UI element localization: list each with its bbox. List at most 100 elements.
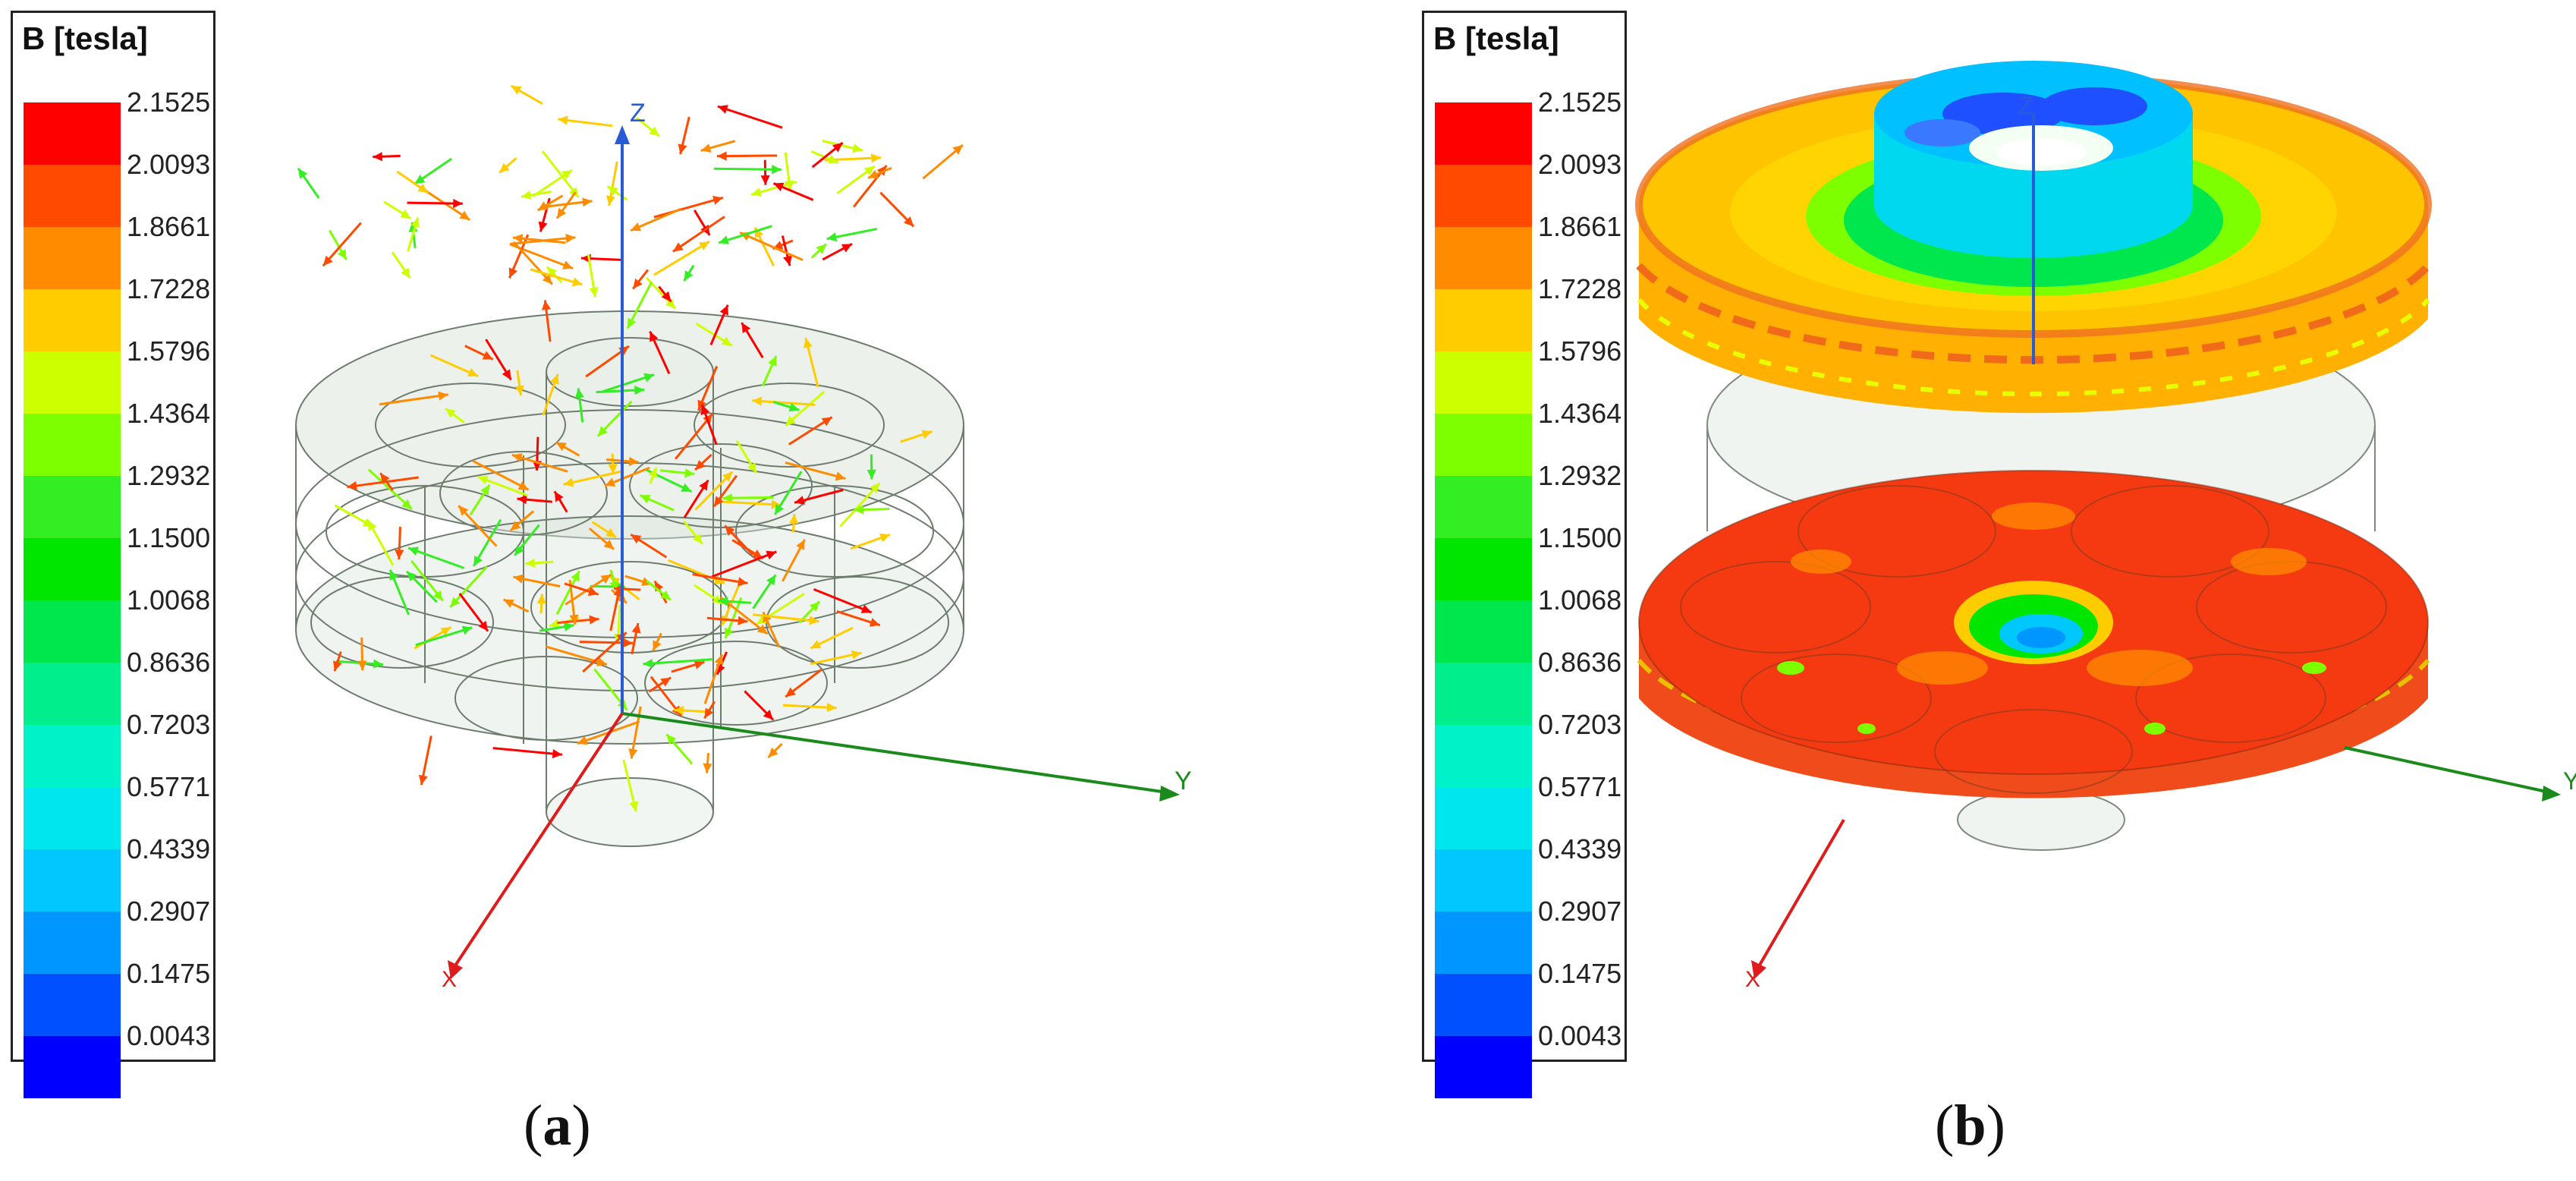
field-vector-head — [661, 291, 672, 302]
field-vector-head — [871, 153, 881, 163]
field-vector — [347, 476, 419, 489]
legend-color-swatch — [24, 1036, 121, 1098]
field-vector-head — [502, 369, 511, 380]
field-vector-head — [373, 659, 383, 669]
field-vector-head — [794, 496, 805, 505]
field-vector-head — [542, 274, 552, 285]
field-vector-head — [879, 533, 891, 543]
legend-tick-label: 1.1500 — [127, 522, 211, 553]
field-vector-head — [773, 182, 785, 192]
legend-tick-label: 2.1525 — [1538, 87, 1622, 118]
legend-tick-label: 1.5796 — [127, 335, 211, 367]
field-vector-head — [860, 604, 872, 613]
field-vector-head — [763, 710, 773, 720]
field-vector-head — [297, 168, 308, 179]
legend-tick-label: 0.5771 — [1538, 771, 1622, 802]
field-vector-head — [678, 143, 687, 155]
field-vector-head — [555, 442, 567, 452]
field-vector-head — [453, 198, 463, 209]
field-vector-head — [768, 355, 777, 367]
field-vector-head — [400, 209, 411, 219]
field-vector-head — [333, 660, 342, 672]
legend-tick-label: 1.8661 — [127, 211, 211, 242]
legend-color-swatch — [1435, 725, 1532, 787]
field-vector-head — [869, 618, 880, 627]
field-vector-head — [851, 650, 862, 660]
legend-color-swatch — [24, 351, 121, 414]
field-vector-head — [631, 222, 642, 231]
field-vector-head — [643, 373, 655, 383]
z-axis-label: Z — [2018, 92, 2033, 119]
field-vector-head — [445, 408, 456, 418]
field-vector-head — [700, 143, 712, 153]
field-vector-head — [827, 154, 838, 164]
field-vector-head — [605, 477, 616, 487]
field-vector-head — [541, 300, 551, 310]
field-vector-head — [756, 624, 768, 635]
legend-tick-label: 0.5771 — [127, 771, 211, 802]
field-vector-head — [921, 430, 933, 439]
field-vector-head — [440, 627, 451, 636]
field-vector-head — [511, 86, 522, 95]
field-vector-head — [549, 619, 560, 628]
field-vector-head — [605, 195, 615, 206]
legend-tick-label: 1.5796 — [1538, 335, 1622, 367]
field-vector-head — [482, 351, 493, 360]
legend-color-swatch — [24, 102, 121, 165]
field-vector-head — [563, 477, 574, 487]
field-vector-head — [512, 234, 524, 244]
field-vector-head — [665, 298, 676, 309]
field-vector — [582, 631, 627, 673]
field-vector-head — [414, 175, 426, 184]
coordinate-axes: Z Y X — [442, 99, 1192, 992]
field-vector-head — [718, 597, 728, 606]
field-vector — [739, 231, 804, 261]
field-vector-head — [589, 287, 599, 298]
legend-tick-label: 0.0043 — [1538, 1020, 1622, 1051]
legend-color-scale — [24, 102, 121, 1098]
field-vector-head — [558, 115, 568, 125]
field-vector-head — [473, 555, 483, 566]
legend-tick-label: 0.7203 — [127, 709, 211, 740]
field-vector — [719, 500, 782, 506]
legend-color-swatch — [1435, 1036, 1532, 1098]
legend-tick-label: 2.0093 — [127, 149, 211, 180]
legend-tick-label: 0.4339 — [127, 833, 211, 864]
legend-color-swatch — [24, 663, 121, 725]
field-vector-head — [432, 590, 443, 601]
legend-tick-label: 2.1525 — [127, 87, 211, 118]
field-vector-head — [695, 460, 706, 471]
field-vector — [653, 196, 724, 219]
field-vector — [653, 240, 710, 276]
legend-color-swatch — [24, 849, 121, 912]
x-axis-label: X — [442, 967, 457, 992]
field-vector-head — [721, 336, 732, 346]
field-vector-head — [738, 616, 748, 625]
field-vector-head — [674, 705, 684, 716]
field-vector-head — [722, 493, 732, 503]
field-vector-head — [571, 277, 583, 287]
field-vector — [719, 596, 769, 635]
field-vector-head — [600, 574, 612, 584]
field-vector-head — [631, 623, 641, 634]
field-vector-head — [684, 468, 695, 478]
field-vector-head — [603, 539, 615, 550]
legend-color-swatch — [1435, 787, 1532, 849]
field-vector-head — [714, 654, 724, 666]
legend-tick-label: 0.7203 — [1538, 709, 1622, 740]
legend-tick-label: 0.0043 — [127, 1020, 211, 1051]
lower-disk — [1637, 470, 2430, 798]
field-vector-head — [597, 426, 608, 436]
field-vector-head — [461, 625, 473, 635]
field-vector-head — [525, 558, 536, 568]
field-vector-head — [407, 571, 417, 582]
field-vector-head — [408, 546, 420, 556]
field-vector-head — [608, 464, 618, 474]
legend-color-swatch — [24, 289, 121, 351]
field-vector-head — [751, 187, 762, 197]
field-vector-head — [826, 232, 838, 242]
field-vector — [717, 105, 783, 129]
field-vector-head — [380, 473, 390, 483]
field-vector-head — [704, 707, 714, 719]
field-vector-head — [952, 144, 964, 155]
